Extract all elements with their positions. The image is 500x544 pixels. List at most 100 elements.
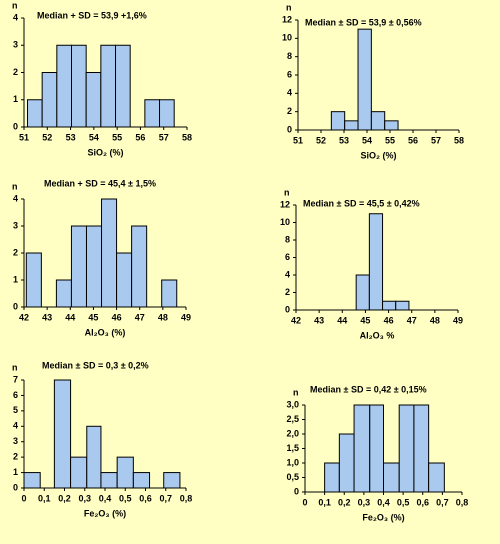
x-tick-label: 0 bbox=[21, 493, 26, 503]
x-tick-label: 54 bbox=[89, 132, 99, 142]
chart-title: Median + SD = 45,4 ± 1,5% bbox=[44, 178, 156, 188]
y-tick-label: 2,5 bbox=[286, 414, 299, 424]
x-tick-label: 0,1 bbox=[38, 493, 51, 503]
x-tick-label: 42 bbox=[291, 315, 301, 325]
y-tick-label: 4 bbox=[13, 421, 18, 431]
x-tick-label: 48 bbox=[430, 315, 440, 325]
y-tick-label: 4 bbox=[13, 12, 18, 22]
bar bbox=[344, 120, 359, 131]
bar bbox=[370, 111, 386, 131]
x-tick-label: 57 bbox=[431, 135, 441, 145]
x-tick-label: 49 bbox=[453, 315, 463, 325]
y-tick-label: 2,0 bbox=[286, 428, 299, 438]
x-tick-label: 0,1 bbox=[318, 497, 331, 507]
x-tick-label: 0,3 bbox=[358, 497, 371, 507]
x-tick-label: 0,6 bbox=[139, 493, 152, 503]
bar bbox=[56, 44, 73, 128]
x-tick-label: 0,2 bbox=[58, 493, 71, 503]
y-tick-label: 0 bbox=[285, 304, 290, 314]
bar bbox=[115, 44, 131, 128]
x-tick-label: 44 bbox=[65, 312, 75, 322]
x-tick-label: 0,8 bbox=[456, 497, 469, 507]
bar bbox=[132, 472, 151, 489]
y-tick-label: 4 bbox=[287, 88, 292, 98]
x-tick-label: 0,3 bbox=[78, 493, 91, 503]
bar bbox=[369, 404, 385, 493]
x-axis-label: Fe₂O₃ (%) bbox=[362, 512, 404, 522]
bar bbox=[163, 472, 181, 489]
y-axis-label: n bbox=[284, 187, 290, 197]
y-tick-label: 0 bbox=[13, 482, 18, 492]
bar bbox=[368, 213, 384, 311]
x-tick-label: 51 bbox=[19, 132, 29, 142]
y-tick-label: 6 bbox=[285, 252, 290, 262]
x-tick-label: 55 bbox=[385, 135, 395, 145]
x-axis-label: SiO₂ (%) bbox=[361, 150, 397, 160]
bar bbox=[100, 472, 118, 489]
chart-title: Median ± SD = 53,9 ± 0,56% bbox=[305, 17, 422, 27]
x-tick-label: 52 bbox=[42, 132, 52, 142]
x-axis-label: Al₂O₃ (%) bbox=[85, 327, 126, 337]
bar bbox=[428, 462, 445, 493]
y-tick-label: 2 bbox=[13, 67, 18, 77]
y-axis-label: n bbox=[286, 2, 292, 12]
bar bbox=[353, 404, 371, 493]
y-tick-label: 1,5 bbox=[286, 443, 299, 453]
y-tick-label: 2 bbox=[285, 287, 290, 297]
bar bbox=[25, 252, 42, 308]
x-tick-label: 0,8 bbox=[180, 493, 193, 503]
x-tick-label: 47 bbox=[135, 312, 145, 322]
y-tick-label: 5 bbox=[13, 405, 18, 415]
y-tick-label: 3 bbox=[13, 436, 18, 446]
bar bbox=[100, 44, 117, 128]
x-tick-label: 58 bbox=[454, 135, 464, 145]
bar bbox=[101, 198, 118, 308]
bar bbox=[26, 99, 43, 128]
x-tick-label: 46 bbox=[384, 315, 394, 325]
y-tick-label: 8 bbox=[285, 234, 290, 244]
x-tick-label: 55 bbox=[112, 132, 122, 142]
bar bbox=[384, 120, 399, 131]
bar bbox=[116, 252, 133, 308]
x-tick-label: 0,5 bbox=[119, 493, 132, 503]
bar bbox=[355, 274, 370, 311]
x-tick-label: 0,5 bbox=[397, 497, 410, 507]
y-tick-label: 0 bbox=[294, 486, 299, 496]
x-tick-label: 45 bbox=[88, 312, 98, 322]
x-tick-label: 0,7 bbox=[159, 493, 172, 503]
x-tick-label: 43 bbox=[314, 315, 324, 325]
y-tick-label: 1 bbox=[13, 274, 18, 284]
bar bbox=[159, 99, 175, 128]
x-tick-label: 0,7 bbox=[436, 497, 449, 507]
y-tick-label: 6 bbox=[13, 390, 18, 400]
x-tick-label: 51 bbox=[293, 135, 303, 145]
x-axis-label: Fe₂O₃ (%) bbox=[84, 508, 126, 518]
bar bbox=[55, 279, 72, 308]
x-tick-label: 43 bbox=[42, 312, 52, 322]
bar bbox=[116, 456, 134, 489]
x-tick-label: 47 bbox=[407, 315, 417, 325]
bar bbox=[53, 379, 72, 489]
y-tick-label: 2 bbox=[13, 452, 18, 462]
bar bbox=[161, 279, 178, 308]
bar bbox=[324, 462, 340, 493]
y-axis-label: n bbox=[12, 0, 18, 10]
y-tick-label: 0 bbox=[287, 124, 292, 134]
x-tick-label: 0,4 bbox=[99, 493, 112, 503]
y-tick-label: 2 bbox=[13, 247, 18, 257]
bar bbox=[70, 456, 88, 489]
bar bbox=[398, 404, 415, 493]
y-tick-label: 6 bbox=[287, 69, 292, 79]
bar bbox=[131, 225, 148, 308]
x-tick-label: 42 bbox=[19, 312, 29, 322]
x-tick-label: 46 bbox=[112, 312, 122, 322]
bar bbox=[86, 425, 102, 489]
y-axis-label: n bbox=[293, 387, 299, 397]
bar bbox=[41, 72, 58, 128]
bar bbox=[23, 472, 41, 489]
x-tick-label: 0,6 bbox=[416, 497, 429, 507]
x-tick-label: 0,2 bbox=[338, 497, 351, 507]
x-tick-label: 0 bbox=[302, 497, 307, 507]
bar bbox=[71, 44, 87, 128]
